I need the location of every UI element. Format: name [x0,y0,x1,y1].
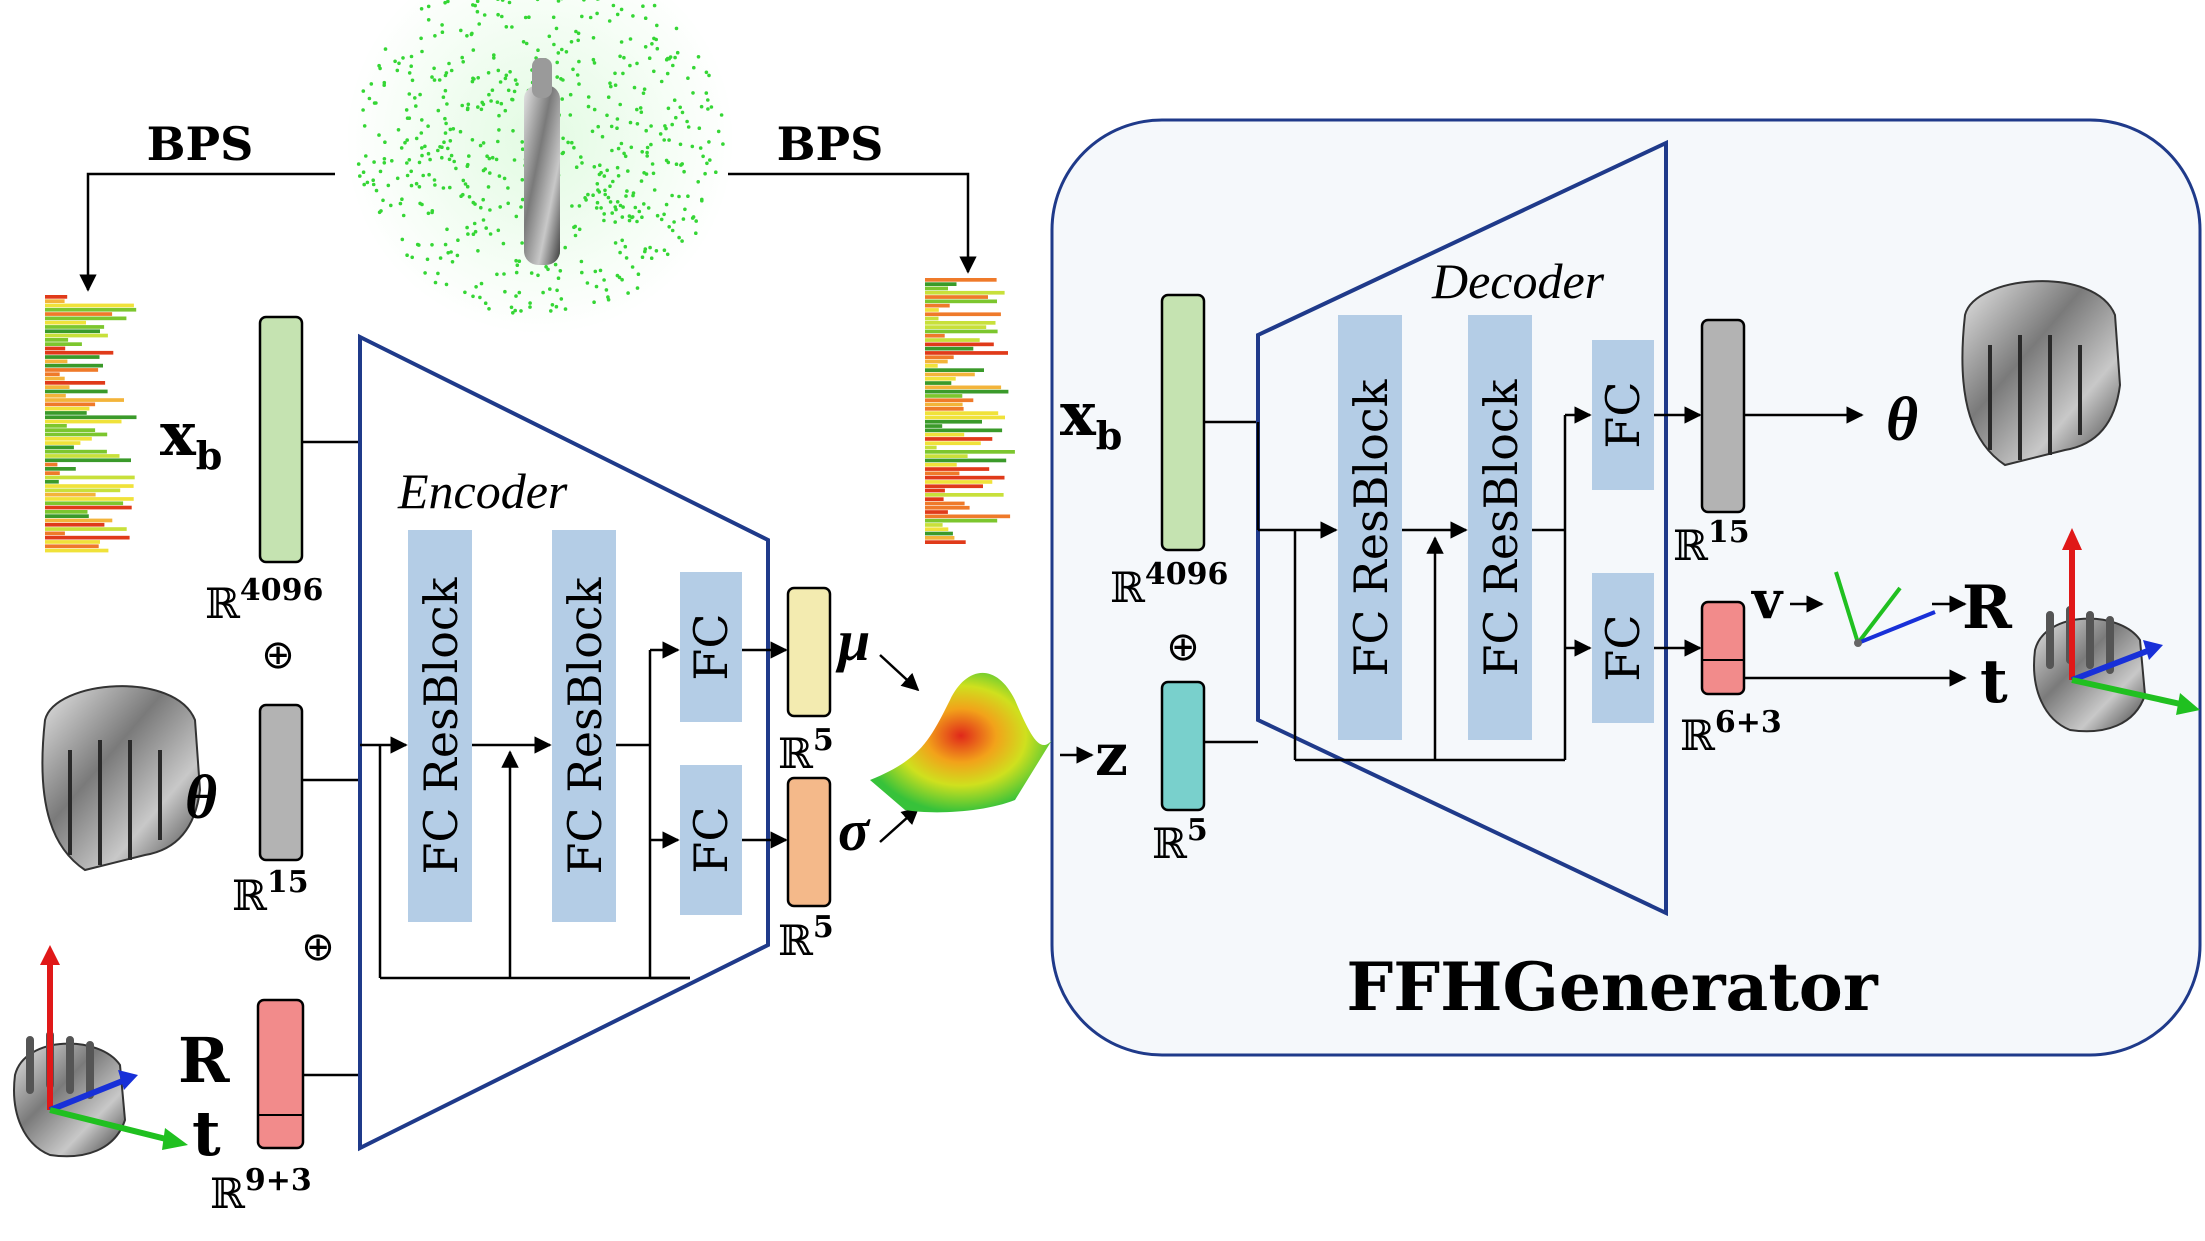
z-dim: ℝ5 [1152,813,1208,868]
decoder-resblock-2-label: FC ResBlock [1474,378,1528,676]
encoder-fc-bottom-label: FC [684,806,738,873]
decoder-fc-bottom-label: FC [1596,614,1650,681]
xb-input-vector [258,315,304,564]
theta-input-vector [258,703,304,862]
bps-left-arrow [79,172,335,292]
gen-oplus: ⊕ [1166,624,1200,670]
xb-input-dim: ℝ4096 [205,573,323,628]
bps-right-label: BPS [777,117,884,171]
generator-title: FFHGenerator [1346,948,1878,1026]
gen-xb-dim: ℝ4096 [1110,557,1228,612]
sigma-vector [786,776,832,908]
pose-out-vector [1700,600,1746,696]
xb-input-symbol: xb [160,400,222,478]
decoder-fc-top-label: FC [1596,381,1650,448]
Rt-input-vector [256,998,305,1150]
pose-out-dim: ℝ6+3 [1680,705,1782,760]
decoder-frame [1256,139,1668,917]
decoder-title: Decoder [1431,253,1605,309]
gen-xb-vector [1160,293,1206,552]
encoder-fc-bottom [680,765,742,915]
axes-icon [40,945,188,1150]
encoder-fc-top [680,572,742,722]
mu-vector [786,586,832,718]
bps-left-label: BPS [147,117,254,171]
hand-icon [41,685,202,872]
encoder-frame [358,333,770,1152]
bps-point-cloud-icon [345,0,735,335]
encoder-resblock-1-label: FC ResBlock [414,576,468,874]
decoder-resblock-2 [1468,315,1532,740]
theta-input-dim: ℝ15 [232,865,309,920]
encoder-resblock-2 [552,530,616,922]
z-symbol: z [1095,721,1128,789]
decoder-resblock-1 [1338,315,1402,740]
t-input-symbol: t [192,1097,221,1170]
decoder-fc-top [1592,340,1654,490]
encoder-resblock-2-label: FC ResBlock [558,576,612,874]
theta-input-symbol: θ [185,764,217,832]
oplus-1: ⊕ [261,632,295,678]
v-symbol: v [1751,570,1784,631]
oplus-2: ⊕ [301,924,335,970]
decoder-resblock-1-label: FC ResBlock [1344,378,1398,676]
axes-icon [1834,571,1936,647]
mu-dim: ℝ5 [778,723,834,778]
theta-out-dim: ℝ15 [1673,515,1750,570]
gen-xb-symbol: xb [1060,380,1122,458]
bps-right-arrow [728,172,977,274]
hand-icon [1961,280,2122,467]
mu-symbol: μ [835,608,870,673]
R-input-symbol: R [178,1024,230,1097]
z-vector [1160,680,1206,812]
bps-bar-icon [925,278,1015,544]
encoder-title: Encoder [397,463,568,519]
bps-bar-icon [45,295,137,553]
axes-icon [2062,528,2200,715]
R-out-symbol: R [1962,573,2013,643]
decoder-fc-bottom [1592,573,1654,723]
encoder-resblock-1 [408,530,472,922]
encoder-fc-top-label: FC [684,613,738,680]
hand-icon [13,1031,127,1158]
t-out-symbol: t [1980,647,2008,717]
theta-out-vector [1700,318,1746,514]
gaussian-icon [870,672,1052,813]
sigma-symbol: σ [838,798,871,863]
theta-out-symbol: θ [1886,386,1918,454]
sigma-dim: ℝ5 [778,910,834,965]
Rt-input-dim: ℝ9+3 [210,1163,312,1218]
